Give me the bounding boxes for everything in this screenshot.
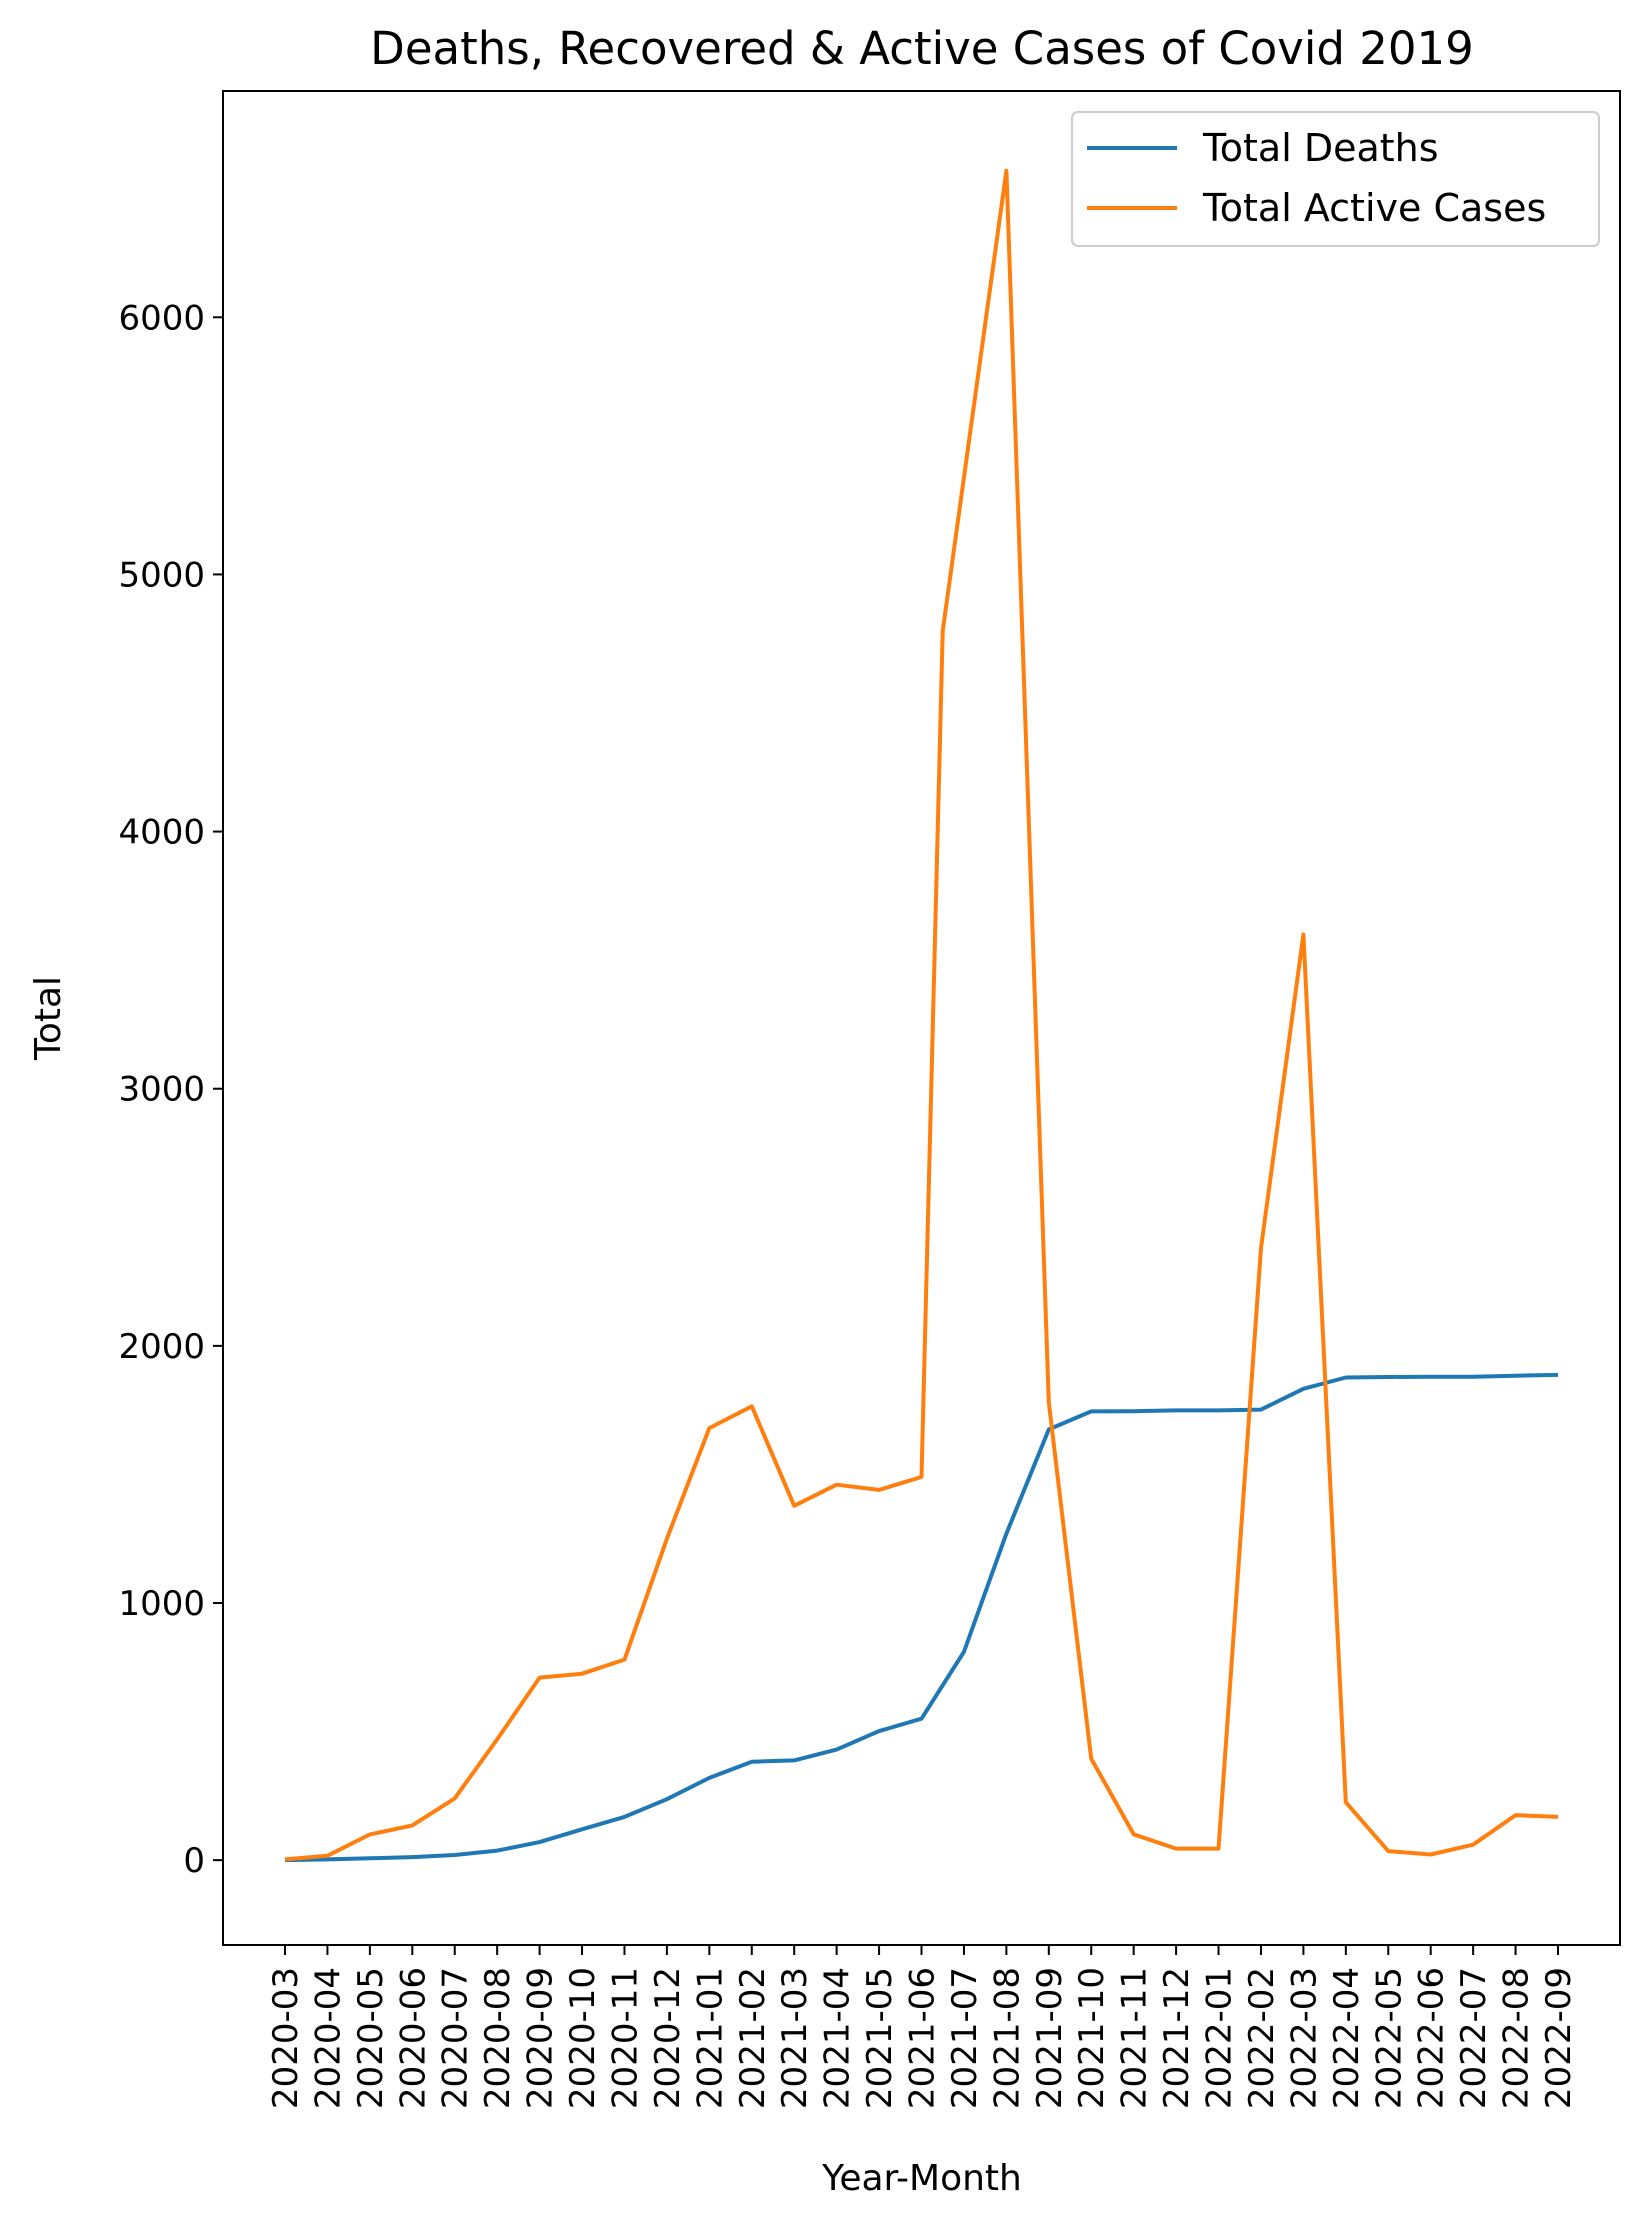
x-tick-label: 2020-07 [436, 1967, 476, 2109]
x-tick-label: 2020-08 [478, 1967, 518, 2109]
x-tick-label: 2021-08 [987, 1967, 1027, 2109]
series-line-total-deaths [284, 1372, 1559, 1863]
y-tick-label: 4000 [118, 813, 205, 853]
series-line-total-active-cases [284, 168, 1559, 1862]
plot-area [284, 168, 1559, 1863]
x-tick-label: 2022-06 [1412, 1967, 1452, 2109]
legend: Total Deaths Total Active Cases [1071, 111, 1600, 247]
y-tick-label: 3000 [118, 1070, 205, 1110]
x-tick-label: 2020-03 [266, 1967, 306, 2109]
x-tick-label: 2020-06 [393, 1967, 433, 2109]
x-tick-label: 2021-04 [818, 1967, 858, 2109]
x-tick-label: 2020-04 [308, 1967, 348, 2109]
x-tick-label: 2021-03 [775, 1967, 815, 2109]
x-tick-label: 2022-08 [1497, 1967, 1537, 2109]
y-tick-label: 5000 [118, 555, 205, 595]
x-tick-label: 2020-12 [648, 1967, 688, 2109]
legend-box [1071, 111, 1600, 247]
x-tick-label: 2021-02 [733, 1967, 773, 2109]
x-tick-label: 2021-10 [1072, 1967, 1112, 2109]
y-axis: 0 1000 2000 3000 4000 5000 6000 [118, 298, 223, 1881]
x-tick-label: 2020-09 [521, 1967, 561, 2109]
x-tick-label: 2021-01 [690, 1967, 730, 2109]
x-tick-label: 2021-05 [860, 1967, 900, 2109]
x-tick-label: 2021-09 [1030, 1967, 1070, 2109]
legend-label-total-deaths: Total Deaths [1202, 126, 1439, 170]
y-tick-label: 6000 [118, 298, 205, 338]
y-tick-label: 0 [183, 1841, 205, 1881]
y-tick-label: 2000 [118, 1327, 205, 1367]
legend-label-total-active-cases: Total Active Cases [1202, 186, 1546, 230]
x-tick-label: 2022-02 [1242, 1967, 1282, 2109]
x-tick-label: 2022-01 [1200, 1967, 1240, 2109]
plot-frame [222, 90, 1621, 1946]
x-axis-label: Year-Month [821, 2158, 1022, 2199]
x-tick-label: 2022-03 [1284, 1967, 1324, 2109]
x-tick-label: 2021-12 [1157, 1967, 1197, 2109]
x-tick-label: 2022-09 [1539, 1967, 1579, 2109]
x-tick-label: 2021-06 [903, 1967, 943, 2109]
x-tick-label: 2022-05 [1369, 1967, 1409, 2109]
chart-title: Deaths, Recovered & Active Cases of Covi… [370, 22, 1474, 75]
x-axis: 2020-03 2020-04 2020-05 2020-06 2020-07 2020-… [266, 1945, 1579, 2109]
x-tick-label: 2020-10 [563, 1967, 603, 2109]
x-tick-label: 2020-05 [351, 1967, 391, 2109]
x-tick-label: 2022-04 [1327, 1967, 1367, 2109]
x-tick-label: 2021-07 [945, 1967, 985, 2109]
x-tick-label: 2022-07 [1454, 1967, 1494, 2109]
y-axis-label: Total [28, 976, 69, 1061]
y-tick-label: 1000 [118, 1584, 205, 1624]
x-tick-label: 2020-11 [605, 1967, 645, 2109]
x-tick-label: 2021-11 [1115, 1967, 1155, 2109]
